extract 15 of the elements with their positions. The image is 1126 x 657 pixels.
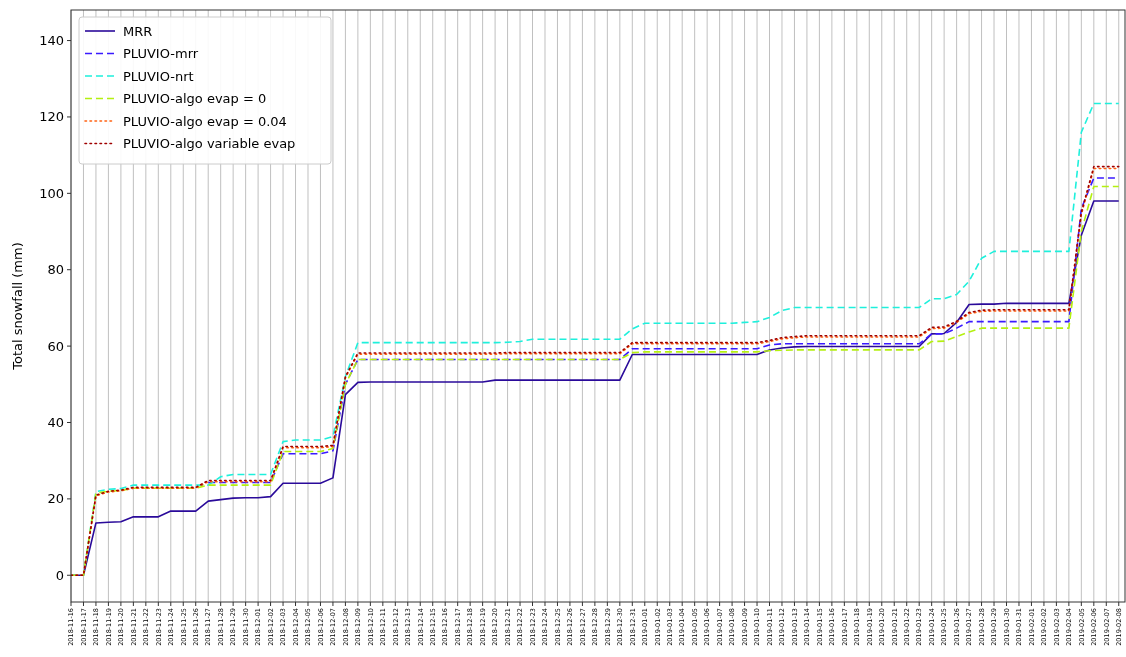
y-tick-label: 140 xyxy=(39,33,64,49)
y-axis-title: Total snowfall (mm) xyxy=(10,242,25,371)
legend-label: PLUVIO-algo evap = 0 xyxy=(123,91,267,107)
y-tick-label: 120 xyxy=(39,109,64,125)
y-tick-label: 20 xyxy=(47,491,64,507)
y-tick-label: 60 xyxy=(47,338,64,354)
y-tick-label: 40 xyxy=(47,415,64,431)
legend-label: PLUVIO-mrr xyxy=(123,46,199,62)
legend-label: PLUVIO-algo variable evap xyxy=(123,136,296,152)
y-tick-label: 0 xyxy=(55,567,64,583)
y-tick-label: 100 xyxy=(39,185,64,201)
y-tick-label: 80 xyxy=(47,262,64,278)
legend-label: PLUVIO-algo evap = 0.04 xyxy=(123,113,287,129)
legend-label: PLUVIO-nrt xyxy=(123,68,194,84)
legend-label: MRR xyxy=(123,23,153,39)
